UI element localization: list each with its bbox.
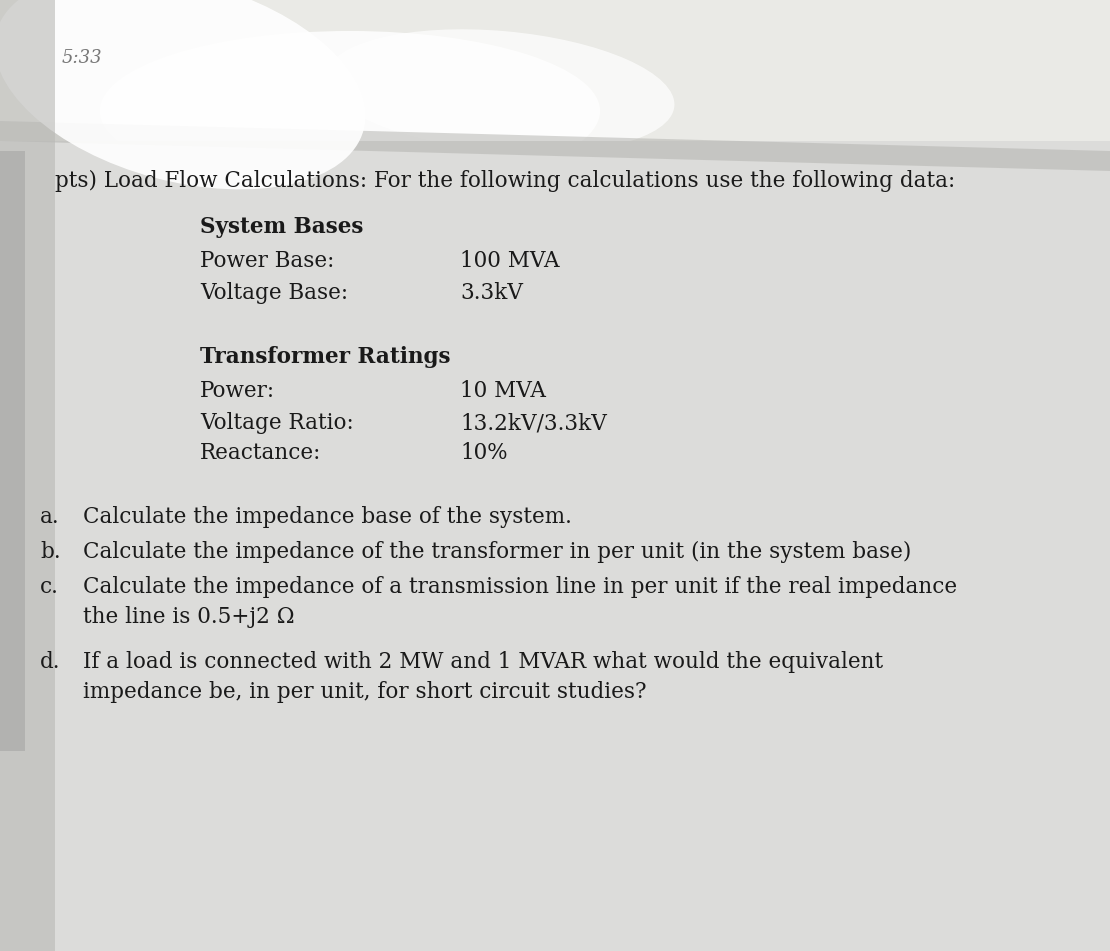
Polygon shape	[0, 0, 1110, 251]
Text: Transformer Ratings: Transformer Ratings	[200, 346, 451, 368]
Ellipse shape	[100, 31, 601, 191]
Text: Calculate the impedance of a transmission line in per unit if the real impedance: Calculate the impedance of a transmissio…	[83, 576, 957, 598]
Polygon shape	[555, 0, 1110, 271]
Text: Power Base:: Power Base:	[200, 250, 334, 272]
Text: 5:33: 5:33	[62, 49, 102, 67]
Text: d.: d.	[40, 651, 61, 673]
Text: Calculate the impedance of the transformer in per unit (in the system base): Calculate the impedance of the transform…	[83, 541, 911, 563]
Bar	[0, 0, 56, 951]
Bar	[0, 0, 1110, 201]
Text: b.: b.	[40, 541, 61, 563]
Text: Power:: Power:	[200, 380, 275, 402]
Text: 10%: 10%	[460, 442, 507, 464]
Text: the line is 0.5+j2 Ω: the line is 0.5+j2 Ω	[83, 606, 294, 628]
Text: a.: a.	[40, 506, 60, 528]
Text: c.: c.	[40, 576, 59, 598]
Text: System Bases: System Bases	[200, 216, 363, 238]
Bar	[0, 141, 1110, 951]
Text: 13.2kV/3.3kV: 13.2kV/3.3kV	[460, 412, 607, 434]
Text: If a load is connected with 2 MW and 1 MVAR what would the equivalent: If a load is connected with 2 MW and 1 M…	[83, 651, 884, 673]
Polygon shape	[0, 121, 1110, 171]
Bar	[0, 151, 26, 751]
Text: 3.3kV: 3.3kV	[460, 282, 523, 304]
Text: impedance be, in per unit, for short circuit studies?: impedance be, in per unit, for short cir…	[83, 681, 646, 703]
Text: Voltage Base:: Voltage Base:	[200, 282, 349, 304]
Text: Calculate the impedance base of the system.: Calculate the impedance base of the syst…	[83, 506, 572, 528]
Ellipse shape	[325, 29, 675, 153]
Text: 10 MVA: 10 MVA	[460, 380, 546, 402]
Text: 100 MVA: 100 MVA	[460, 250, 559, 272]
Text: Reactance:: Reactance:	[200, 442, 322, 464]
Text: Voltage Ratio:: Voltage Ratio:	[200, 412, 354, 434]
Ellipse shape	[0, 0, 365, 189]
Text: pts) Load Flow Calculations: For the following calculations use the following da: pts) Load Flow Calculations: For the fol…	[56, 170, 956, 192]
